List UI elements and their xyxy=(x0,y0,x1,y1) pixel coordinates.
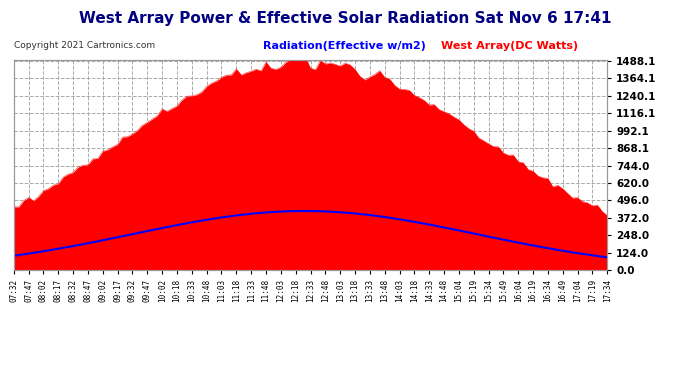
Text: Radiation(Effective w/m2): Radiation(Effective w/m2) xyxy=(263,41,426,51)
Text: Copyright 2021 Cartronics.com: Copyright 2021 Cartronics.com xyxy=(14,41,155,50)
Text: West Array Power & Effective Solar Radiation Sat Nov 6 17:41: West Array Power & Effective Solar Radia… xyxy=(79,11,611,26)
Text: West Array(DC Watts): West Array(DC Watts) xyxy=(441,41,578,51)
